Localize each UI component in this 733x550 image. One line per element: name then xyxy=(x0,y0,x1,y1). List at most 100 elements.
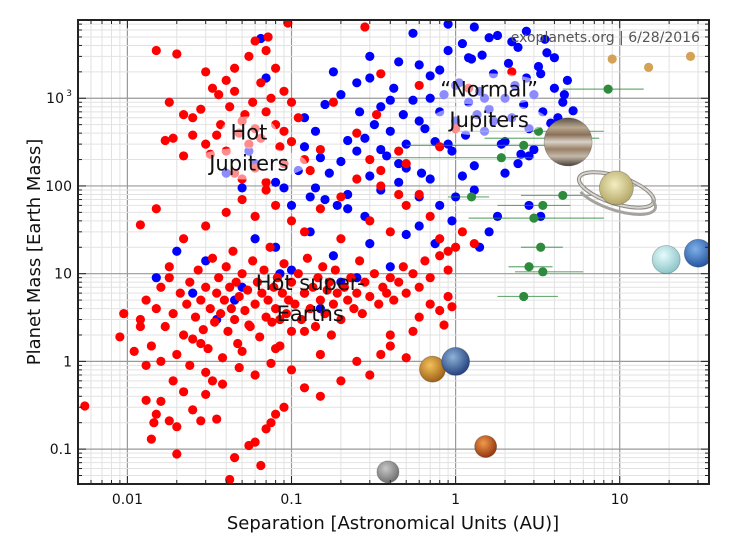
data-point xyxy=(536,242,546,252)
data-point xyxy=(135,321,145,332)
data-point xyxy=(435,234,445,244)
data-point xyxy=(394,189,404,200)
planet-disc xyxy=(598,170,634,206)
data-point xyxy=(244,51,254,61)
data-point xyxy=(315,153,326,163)
data-point xyxy=(256,460,266,471)
data-point xyxy=(376,165,386,176)
data-point xyxy=(207,376,218,386)
data-point xyxy=(207,253,218,263)
data-point xyxy=(250,370,260,380)
data-point xyxy=(193,265,203,275)
data-point xyxy=(216,309,226,319)
data-point xyxy=(313,273,323,283)
data-point xyxy=(299,326,310,336)
data-point xyxy=(234,362,244,373)
data-point xyxy=(310,126,321,136)
data-point xyxy=(558,97,568,107)
data-point xyxy=(401,200,411,211)
data-point xyxy=(196,338,206,349)
data-point xyxy=(151,204,161,214)
data-point xyxy=(435,142,445,152)
data-point xyxy=(365,51,375,61)
data-point xyxy=(156,356,166,366)
x-tick-label: 0.1 xyxy=(280,492,302,508)
data-point xyxy=(385,330,395,340)
data-point xyxy=(538,267,548,277)
data-point xyxy=(217,379,228,389)
data-point xyxy=(248,256,258,266)
data-point xyxy=(305,303,315,314)
data-point xyxy=(524,262,534,272)
data-point xyxy=(267,317,277,327)
data-point xyxy=(451,242,461,252)
data-point xyxy=(263,295,273,305)
data-point xyxy=(250,299,260,309)
data-point xyxy=(503,58,514,68)
data-point xyxy=(401,139,411,149)
data-point xyxy=(385,95,395,105)
data-point xyxy=(221,207,231,217)
data-point xyxy=(332,200,342,211)
data-point xyxy=(259,265,269,275)
data-point xyxy=(521,26,531,36)
data-point xyxy=(156,282,166,292)
planet-disc xyxy=(376,460,400,484)
data-point xyxy=(135,220,145,230)
data-point xyxy=(343,135,353,146)
data-point xyxy=(355,256,365,266)
data-point xyxy=(185,360,195,370)
data-point xyxy=(401,288,411,298)
data-point xyxy=(229,314,240,325)
data-point xyxy=(568,106,578,116)
data-point xyxy=(286,137,297,147)
data-point xyxy=(201,389,211,400)
data-point xyxy=(477,50,487,60)
region-label: Hot xyxy=(230,120,267,144)
data-point xyxy=(343,295,353,305)
data-point xyxy=(328,251,338,261)
data-point xyxy=(352,356,362,366)
data-point xyxy=(336,314,346,325)
data-point xyxy=(299,227,310,237)
data-point xyxy=(524,151,534,161)
data-point xyxy=(160,135,170,146)
data-point xyxy=(435,200,445,211)
data-point xyxy=(326,330,336,340)
data-point xyxy=(394,146,404,156)
data-point xyxy=(320,194,330,205)
data-point xyxy=(178,110,189,120)
data-point xyxy=(315,349,326,360)
planet-disc xyxy=(543,117,593,167)
plot-frame xyxy=(77,19,710,485)
data-point xyxy=(293,269,303,279)
data-point xyxy=(414,221,424,231)
data-point xyxy=(201,367,211,377)
data-point xyxy=(244,320,254,330)
data-point xyxy=(286,200,297,211)
data-point xyxy=(188,130,198,140)
data-point xyxy=(188,334,198,344)
planet-disc xyxy=(683,238,709,268)
data-point xyxy=(382,151,392,161)
data-point xyxy=(293,113,303,123)
data-point xyxy=(281,309,291,319)
data-point xyxy=(308,282,318,292)
data-point xyxy=(164,273,174,283)
y-tick-label: 1 xyxy=(63,354,72,370)
data-point xyxy=(376,181,386,191)
data-point xyxy=(346,273,356,283)
data-point xyxy=(164,262,174,272)
data-point xyxy=(339,282,349,292)
data-point xyxy=(286,265,297,275)
data-point xyxy=(365,216,375,226)
x-tick-label: 1 xyxy=(451,492,460,508)
data-point xyxy=(310,321,321,332)
data-point xyxy=(225,102,235,112)
data-point xyxy=(336,90,346,100)
planet-disc xyxy=(441,346,471,376)
data-point xyxy=(519,140,529,151)
data-points xyxy=(80,20,696,484)
data-point xyxy=(210,317,220,327)
data-point xyxy=(234,291,244,302)
